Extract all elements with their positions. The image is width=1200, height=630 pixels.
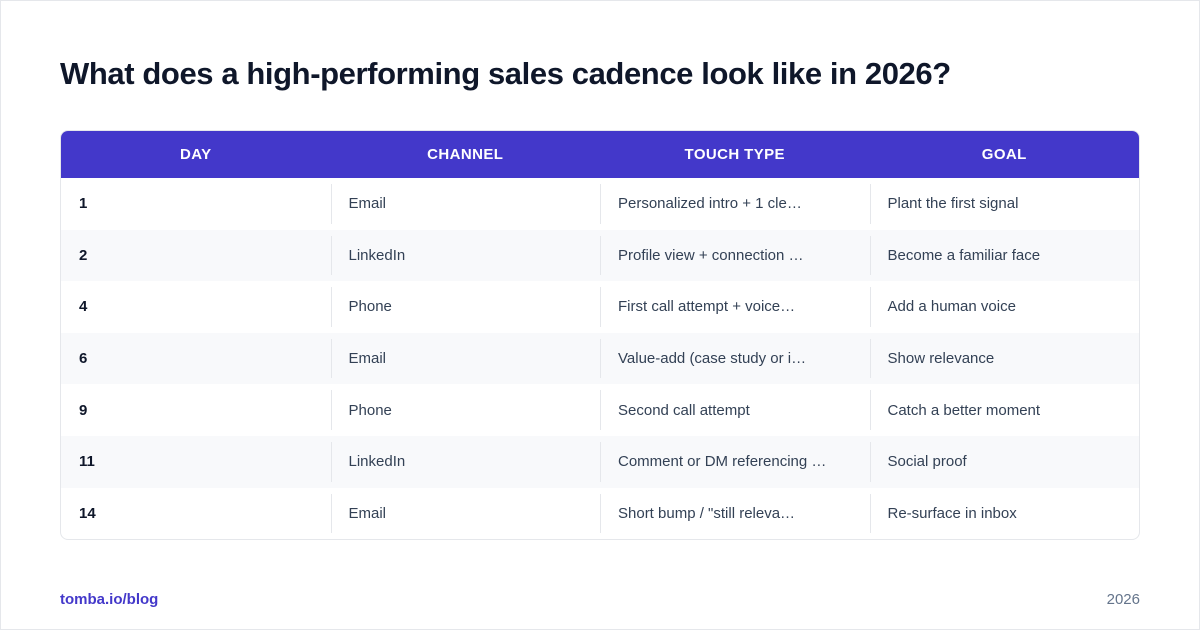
cell-goal: Social proof (869, 436, 1140, 488)
cell-day: 14 (79, 504, 96, 522)
cell-day: 11 (79, 453, 95, 471)
cell-goal: Plant the first signal (869, 178, 1140, 230)
cell-day: 9 (79, 401, 88, 419)
table-row: 1 Email Personalized intro + 1 cle… Plan… (61, 178, 1139, 230)
cell-goal: Become a familiar face (869, 230, 1140, 282)
header-day: DAY (180, 146, 212, 163)
cell-touch-type: Comment or DM referencing … (600, 436, 870, 488)
cell-day: 1 (79, 195, 88, 213)
cell-channel: Phone (330, 281, 601, 333)
cell-touch-type: Second call attempt (600, 384, 870, 436)
cell-channel: Email (330, 178, 601, 230)
cell-day: 6 (79, 350, 88, 368)
page-title: What does a high-performing sales cadenc… (60, 56, 951, 91)
cell-touch-type: Value-add (case study or i… (600, 333, 870, 385)
cell-touch-type: Short bump / "still releva… (600, 488, 870, 539)
cell-channel: Email (330, 333, 601, 385)
table-row: 9 Phone Second call attempt Catch a bett… (61, 384, 1139, 436)
cell-channel: LinkedIn (330, 436, 601, 488)
table-row: 11 LinkedIn Comment or DM referencing … … (61, 435, 1140, 488)
table-header: DAY CHANNEL TOUCH TYPE GOAL (61, 131, 1139, 178)
header-channel: CHANNEL (427, 146, 504, 163)
cell-goal: Catch a better moment (869, 384, 1140, 436)
cell-day: 4 (79, 298, 88, 316)
cell-touch-type: Profile view + connection … (600, 230, 870, 282)
cadence-table: DAY CHANNEL TOUCH TYPE GOAL 1 Email Pers… (60, 130, 1140, 540)
cell-channel: Email (330, 488, 601, 539)
table-row: 4 Phone First call attempt + voice… Add … (61, 281, 1139, 333)
table-row: 2 LinkedIn Profile view + connection … B… (61, 229, 1140, 282)
header-touch-type: TOUCH TYPE (684, 146, 785, 163)
cell-goal: Show relevance (869, 333, 1140, 385)
cell-channel: Phone (330, 384, 601, 436)
cell-day: 2 (79, 246, 88, 264)
footer-year: 2026 (1106, 591, 1140, 608)
header-goal: GOAL (981, 146, 1027, 163)
cell-goal: Re-surface in inbox (869, 488, 1140, 539)
cell-channel: LinkedIn (330, 230, 601, 282)
blog-link[interactable]: tomba.io/blog (60, 591, 159, 608)
table-row: 14 Email Short bump / "still releva… Re-… (61, 488, 1140, 539)
cell-touch-type: First call attempt + voice… (600, 281, 870, 333)
table-row: 6 Email Value-add (case study or i… Show… (61, 332, 1140, 385)
cell-goal: Add a human voice (869, 281, 1140, 333)
cell-touch-type: Personalized intro + 1 cle… (600, 178, 870, 230)
